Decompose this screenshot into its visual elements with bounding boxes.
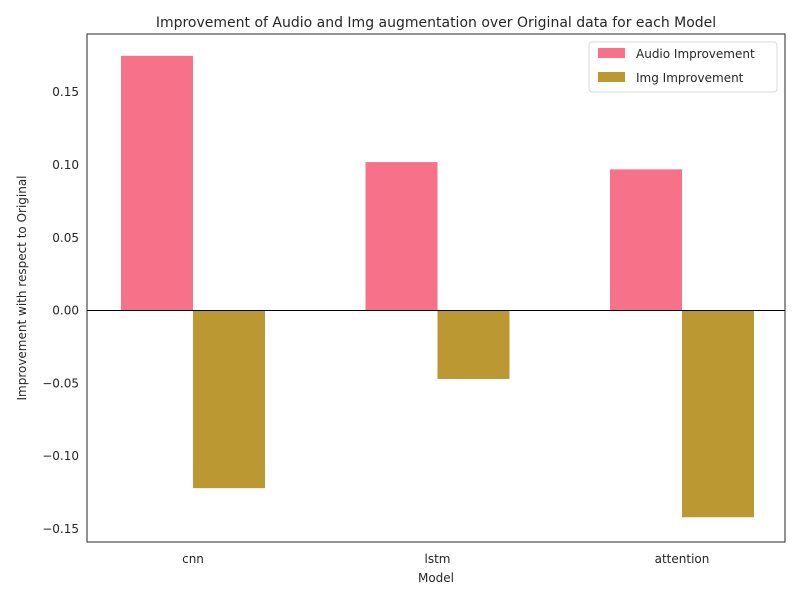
y-tick-label: −0.10	[42, 449, 79, 463]
x-tick-label: cnn	[182, 552, 204, 566]
y-tick-label: −0.05	[42, 376, 79, 390]
legend-swatch-audio	[598, 48, 625, 58]
x-tick-label: lstm	[425, 552, 451, 566]
chart-title: Improvement of Audio and Img augmentatio…	[156, 15, 716, 31]
bar-img-attention	[682, 310, 754, 518]
y-tick-labels: −0.15 −0.10 −0.05 0.00 0.05 0.10 0.15	[42, 85, 79, 536]
y-tick-label: 0.10	[52, 158, 79, 172]
y-axis-label: Improvement with respect to Original	[15, 175, 29, 400]
y-tick-label: 0.15	[52, 85, 79, 99]
plot-frame	[86, 33, 786, 543]
bar-img-cnn	[193, 310, 265, 489]
legend-label-audio: Audio Improvement	[636, 47, 755, 61]
y-tick-label: 0.05	[52, 231, 79, 245]
bar-audio-attention	[610, 169, 682, 311]
bar-audio-cnn	[121, 55, 193, 311]
legend-swatch-img	[598, 72, 625, 82]
legend-label-img: Img Improvement	[636, 71, 744, 85]
x-axis-label: Model	[418, 571, 454, 585]
bars-group	[121, 55, 754, 518]
x-tick-labels: cnn lstm attention	[182, 552, 709, 566]
bar-audio-lstm	[365, 162, 438, 311]
legend-box	[588, 41, 778, 93]
x-tick-label: attention	[655, 552, 710, 566]
legend: Audio Improvement Img Improvement	[588, 41, 778, 93]
y-tick-label: −0.15	[42, 522, 79, 536]
bar-img-lstm	[437, 310, 510, 379]
y-tick-label: 0.00	[52, 304, 79, 318]
